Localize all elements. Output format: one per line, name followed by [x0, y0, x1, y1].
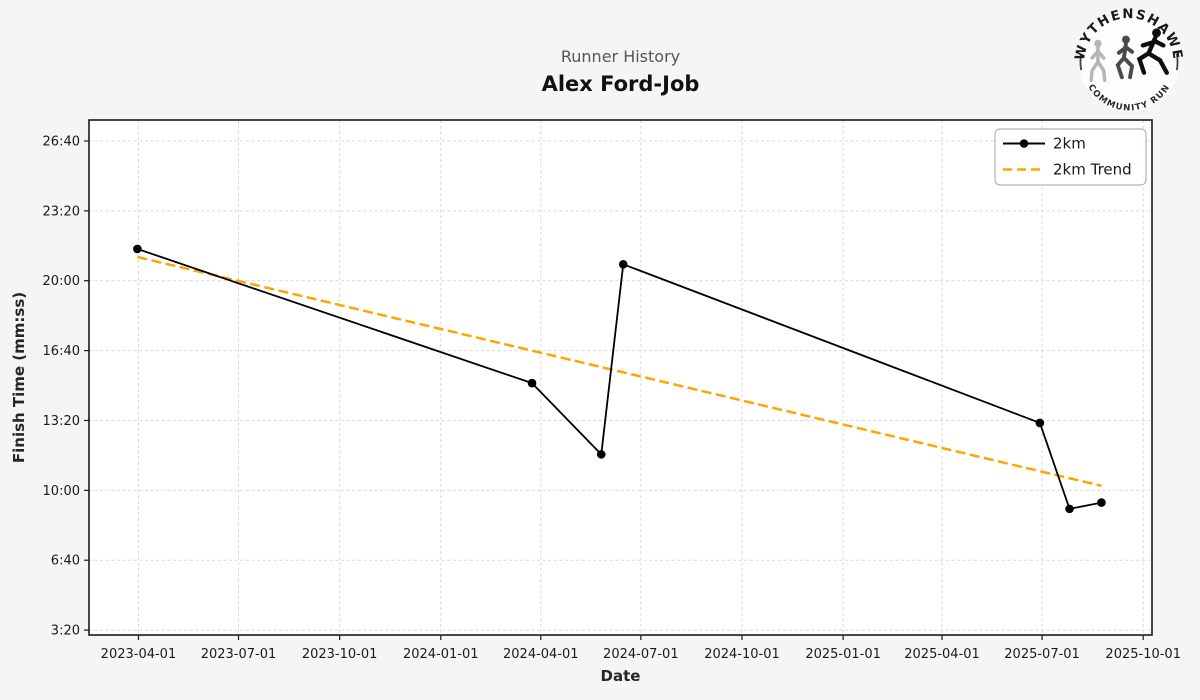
data-point: [1097, 498, 1106, 507]
x-tick-label: 2023-04-01: [101, 647, 177, 662]
x-tick-label: 2023-07-01: [201, 647, 277, 662]
x-tick-label: 2024-04-01: [503, 647, 579, 662]
y-axis-label: Finish Time (mm:ss): [10, 292, 28, 463]
runner-walking-icon: [1089, 39, 1107, 82]
x-axis-label: Date: [601, 667, 641, 685]
runner-running-icon: [1115, 35, 1135, 80]
logo-ring-arc-left: [1079, 53, 1083, 71]
data-point: [1035, 418, 1045, 428]
runner-sprinting-icon: [1136, 28, 1169, 75]
x-tick-label: 2023-10-01: [302, 647, 378, 662]
community-run-logo: WYTHENSHAWE COMMUNITY RUN: [1073, 7, 1183, 114]
y-tick-label: 6:40: [51, 554, 80, 569]
plot-area: [89, 120, 1152, 635]
y-tick-label: 20:00: [43, 274, 80, 289]
x-tick-label: 2025-07-01: [1004, 647, 1080, 662]
page-title: Alex Ford-Job: [541, 72, 700, 96]
trend-line: [137, 255, 1102, 488]
logo-ring-arc-right: [1175, 53, 1179, 71]
chart-titles: Runner History Alex Ford-Job: [89, 0, 1152, 96]
y-tick-label: 23:20: [43, 204, 80, 219]
legend-label: 2km Trend: [1053, 161, 1132, 179]
data-point: [527, 378, 537, 388]
x-tick-label: 2024-07-01: [603, 647, 679, 662]
x-tick-label: 2025-01-01: [805, 647, 881, 662]
plot-frame: [88, 119, 1153, 636]
data-point: [1065, 504, 1074, 514]
legend-sample-marker: [1019, 139, 1029, 148]
x-tick-label: 2025-10-01: [1105, 647, 1181, 662]
x-tick-label: 2024-01-01: [403, 647, 479, 662]
y-tick-label: 13:20: [43, 414, 80, 429]
y-tick-label: 26:40: [43, 134, 80, 149]
y-tick-label: 16:40: [43, 344, 80, 359]
chart-subtitle: Runner History: [560, 47, 681, 66]
data-point: [133, 244, 142, 254]
x-tick-label: 2024-10-01: [704, 647, 780, 662]
legend-label: 2km: [1053, 135, 1086, 153]
data-point: [618, 259, 628, 269]
y-tick-label: 10:00: [43, 484, 80, 499]
y-tick-label: 3:20: [51, 624, 80, 639]
data-point: [596, 450, 606, 459]
x-tick-label: 2025-04-01: [904, 647, 980, 662]
